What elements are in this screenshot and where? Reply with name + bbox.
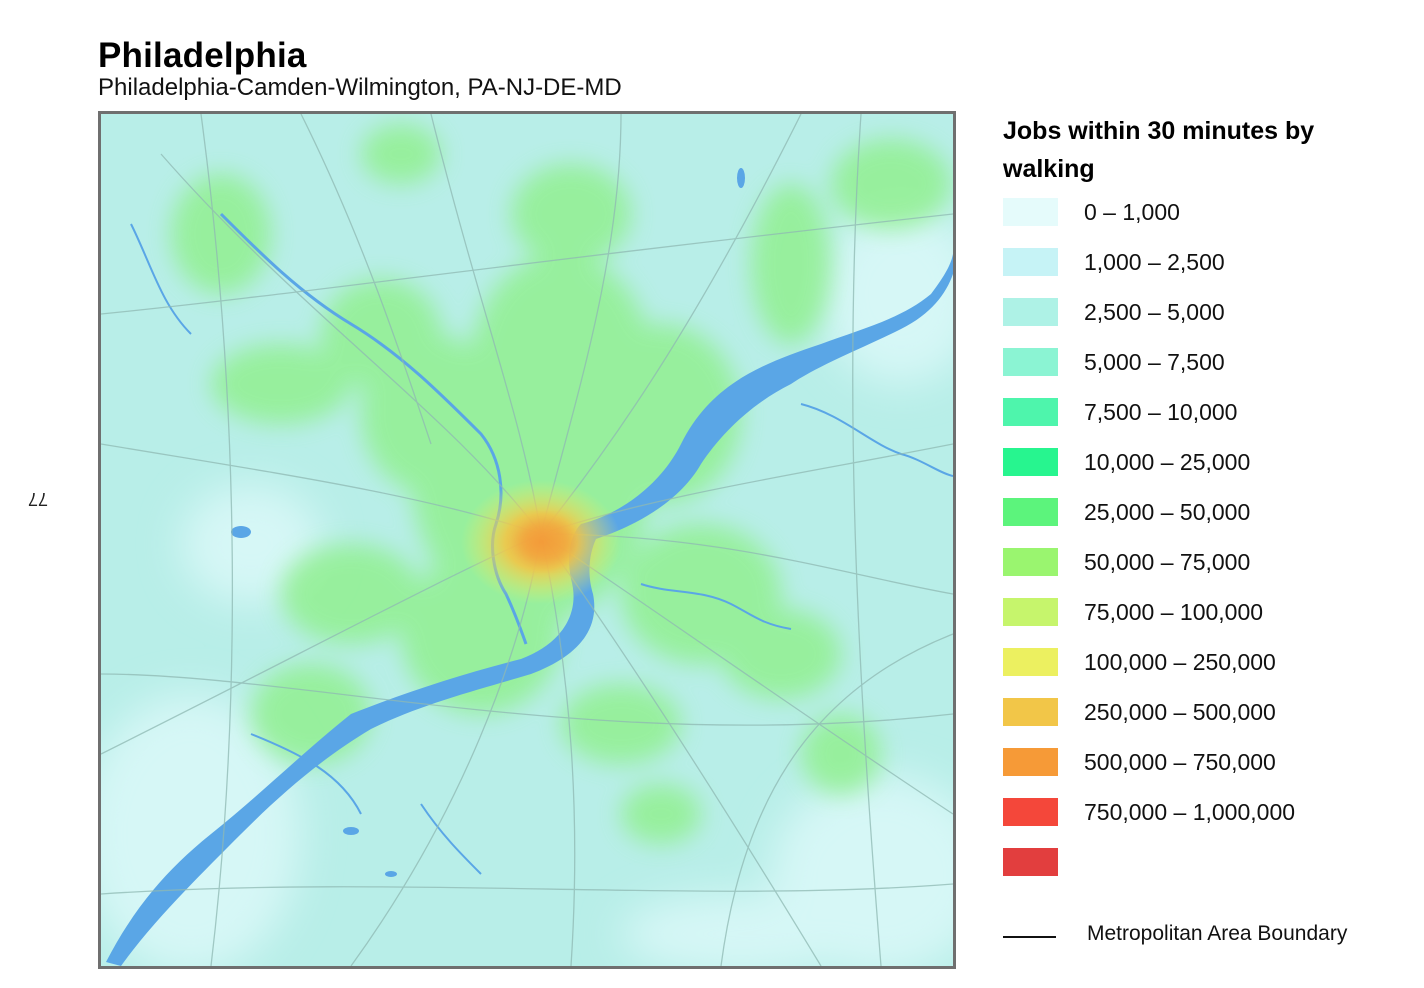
map-frame (98, 111, 956, 969)
legend-item: 50,000 – 75,000 (1003, 548, 1403, 598)
legend-label: 75,000 – 100,000 (1084, 599, 1264, 625)
legend-swatch (1003, 548, 1058, 576)
boundary-line-icon (1003, 936, 1056, 938)
map-title: Philadelphia (98, 36, 307, 75)
center-city-core (518, 520, 574, 564)
legend-item: 250,000 – 500,000 (1003, 698, 1403, 748)
legend-item: 100,000 – 250,000 (1003, 648, 1403, 698)
legend-swatch (1003, 448, 1058, 476)
boundary-label: Metropolitan Area Boundary (1087, 922, 1348, 945)
legend-swatch (1003, 248, 1058, 276)
legend-title: Jobs within 30 minutes by walking (1003, 117, 1315, 183)
map-subtitle: Philadelphia-Camden-Wilmington, PA-NJ-DE… (98, 74, 622, 101)
legend-swatch (1003, 498, 1058, 526)
legend-swatch (1003, 698, 1058, 726)
legend-label: 0 – 1,000 (1084, 199, 1180, 225)
legend-swatch (1003, 648, 1058, 676)
legend-item: 10,000 – 25,000 (1003, 448, 1403, 498)
creeks (130, 223, 953, 875)
legend-swatch (1003, 348, 1058, 376)
legend-label: 25,000 – 50,000 (1084, 499, 1251, 525)
legend-item: 2,500 – 5,000 (1003, 298, 1403, 348)
legend-label: 10,000 – 25,000 (1084, 449, 1251, 475)
legend-label: 5,000 – 7,500 (1084, 349, 1225, 375)
map-canvas (101, 114, 953, 966)
legend: Jobs within 30 minutes by walking 0 – 1,… (1003, 112, 1403, 898)
legend-swatch (1003, 798, 1058, 826)
legend-label: 2,500 – 5,000 (1084, 299, 1225, 325)
legend-item: 75,000 – 100,000 (1003, 598, 1403, 648)
legend-item: 7,500 – 10,000 (1003, 398, 1403, 448)
legend-swatch (1003, 398, 1058, 426)
legend-swatch (1003, 748, 1058, 776)
legend-swatch (1003, 848, 1058, 876)
legend-label: 1,000 – 2,500 (1084, 249, 1225, 275)
legend-item: 1,000 – 2,500 (1003, 248, 1403, 298)
legend-label: 750,000 – 1,000,000 (1084, 799, 1296, 825)
legend-label: 50,000 – 75,000 (1084, 549, 1251, 575)
legend-swatch (1003, 198, 1058, 226)
legend-item: 750,000 – 1,000,000 (1003, 798, 1403, 848)
legend-label: 7,500 – 10,000 (1084, 399, 1238, 425)
legend-item (1003, 848, 1403, 898)
legend-swatch (1003, 298, 1058, 326)
page-number: 77 (28, 489, 49, 509)
legend-item: 5,000 – 7,500 (1003, 348, 1403, 398)
legend-item: 500,000 – 750,000 (1003, 748, 1403, 798)
legend-swatch (1003, 598, 1058, 626)
legend-item: 25,000 – 50,000 (1003, 498, 1403, 548)
legend-label: 100,000 – 250,000 (1084, 649, 1276, 675)
legend-label: 500,000 – 750,000 (1084, 749, 1276, 775)
lakes (231, 168, 745, 877)
legend-item: 0 – 1,000 (1003, 198, 1403, 248)
boundary-legend: Metropolitan Area Boundary (1003, 922, 1403, 952)
legend-label: 250,000 – 500,000 (1084, 699, 1276, 725)
legend-items: 0 – 1,000 1,000 – 2,500 2,500 – 5,000 5,000… (1003, 198, 1403, 898)
